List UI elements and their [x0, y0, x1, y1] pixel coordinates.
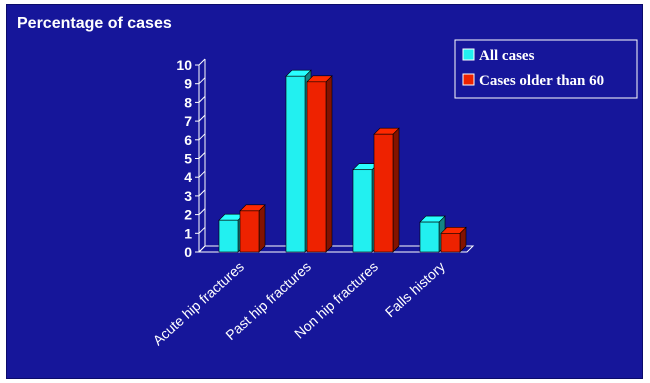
bar-front-face: [373, 133, 394, 253]
bar-2-1: [373, 127, 400, 253]
legend-swatch-all-cases: [462, 48, 475, 61]
chart-panel: Percentage of cases 0 1 2 3 4 5 6 7 8 9 10 Acute h…: [6, 4, 643, 379]
bar-front-face: [419, 221, 440, 253]
bar-side-face: [392, 127, 400, 253]
y-tick-diagonal: [198, 189, 206, 197]
y-tick-label: 9: [184, 76, 192, 92]
bar-3-1: [440, 226, 467, 253]
y-tick-diagonal: [198, 114, 206, 122]
y-tick-diagonal: [198, 208, 206, 215]
y-tick-diagonal: [198, 96, 206, 103]
y-tick-label: 4: [184, 169, 192, 185]
y-tick-label: 10: [176, 57, 192, 73]
y-tick-diagonal: [198, 133, 206, 141]
y-tick-diagonal: [198, 77, 206, 85]
chart-bars: [218, 69, 467, 253]
bar-front-face: [285, 75, 306, 253]
y-tick-label: 3: [184, 188, 192, 204]
legend: All cases Cases older than 60: [454, 39, 638, 99]
bar-1-1: [306, 75, 333, 253]
bar-chart: Percentage of cases 0 1 2 3 4 5 6 7 8 9 10 Acute h…: [17, 15, 638, 348]
y-tick-label: 2: [184, 207, 192, 223]
y-tick-diagonal: [198, 226, 206, 234]
y-axis-ticks: 0 1 2 3 4 5 6 7 8 9 10: [176, 57, 206, 260]
bar-front-face: [239, 210, 260, 253]
y-tick-diagonal: [198, 170, 206, 178]
y-tick-diagonal: [198, 152, 206, 159]
y-tick-label: 6: [184, 132, 192, 148]
legend-label-all-cases: All cases: [479, 48, 535, 64]
bar-0-1: [239, 204, 266, 253]
legend-swatch-cases-older-than-60: [462, 73, 475, 86]
legend-box: [454, 39, 638, 99]
bar-side-face: [258, 204, 266, 253]
bar-front-face: [352, 169, 373, 253]
y-tick-label: 8: [184, 94, 192, 110]
y-tick-diagonal: [198, 58, 206, 66]
y-tick-diagonal: [198, 245, 206, 253]
bar-front-face: [440, 233, 461, 253]
bar-side-face: [325, 75, 333, 253]
chart-title: Percentage of cases: [17, 15, 172, 32]
bar-front-face: [218, 219, 239, 253]
x-category-label: Falls history: [382, 258, 448, 320]
y-tick-label: 5: [184, 151, 192, 167]
y-tick-label: 7: [184, 113, 192, 129]
bar-front-face: [306, 81, 327, 253]
y-tick-label: 1: [184, 225, 192, 241]
legend-label-cases-older-than-60: Cases older than 60: [479, 73, 604, 89]
y-tick-label: 0: [184, 244, 192, 260]
